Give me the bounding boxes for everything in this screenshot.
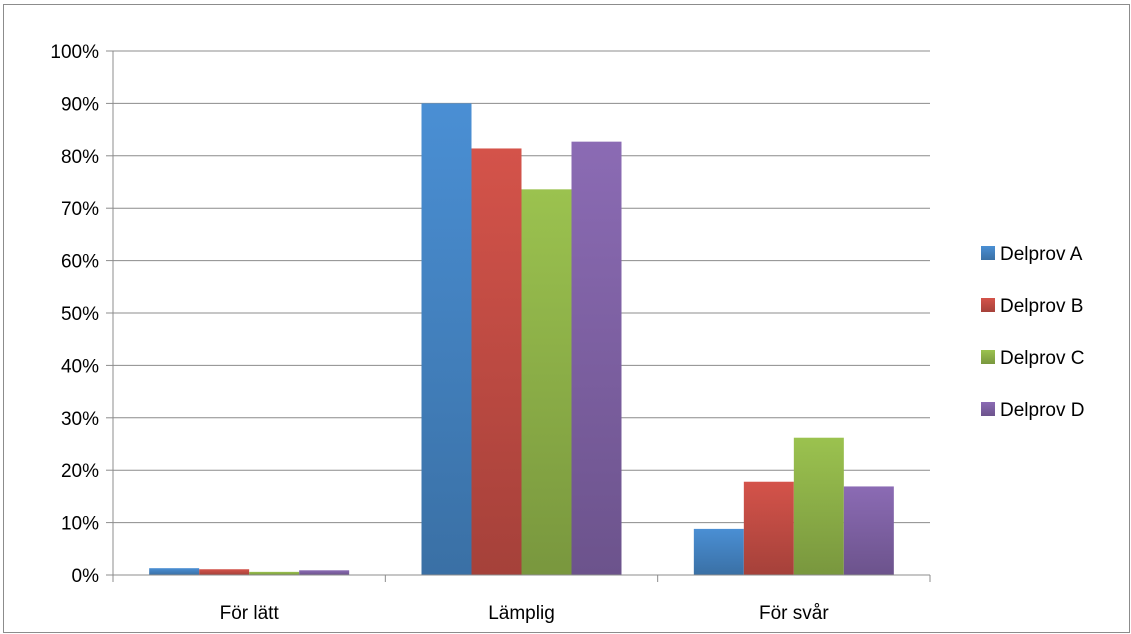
x-tick-label: För svår — [759, 603, 829, 624]
legend-label: Delprov B — [1000, 296, 1083, 317]
legend-label: Delprov A — [1000, 244, 1083, 265]
bar — [421, 103, 472, 576]
bar — [471, 148, 522, 576]
bar — [693, 528, 744, 575]
y-tick-label: 60% — [61, 252, 99, 273]
bar — [249, 571, 300, 575]
y-tick-label: 0% — [72, 566, 100, 587]
bar — [843, 486, 894, 575]
y-tick-label: 40% — [61, 356, 99, 377]
legend: Delprov A Delprov B Delprov C Delprov D — [981, 244, 1084, 421]
axes: 0% 10% 20% 30% 40% 50% 60% 70% 80% 90% 100% För lät… — [50, 42, 931, 624]
y-tick-label: 10% — [61, 514, 99, 535]
x-tick-label: Lämplig — [488, 603, 555, 624]
legend-swatch — [981, 298, 995, 312]
bar — [743, 481, 794, 575]
legend-label: Delprov C — [1000, 348, 1084, 369]
legend-label: Delprov D — [1000, 400, 1084, 421]
y-tick-label: 20% — [61, 461, 99, 482]
y-tick-label: 50% — [61, 304, 99, 325]
bar — [571, 141, 622, 576]
y-tick-label: 100% — [50, 42, 99, 63]
legend-swatch — [981, 350, 995, 364]
x-tick-label: För lätt — [220, 603, 280, 624]
bar — [521, 189, 572, 575]
y-tick-label: 80% — [61, 147, 99, 168]
bar — [793, 437, 844, 575]
y-tick-label: 70% — [61, 199, 99, 220]
legend-swatch — [981, 402, 995, 416]
bar — [199, 569, 250, 575]
legend-swatch — [981, 246, 995, 260]
y-tick-label: 90% — [61, 94, 99, 115]
bars — [149, 103, 894, 576]
bar — [299, 570, 350, 575]
bar — [149, 568, 200, 575]
y-tick-label: 30% — [61, 409, 99, 430]
